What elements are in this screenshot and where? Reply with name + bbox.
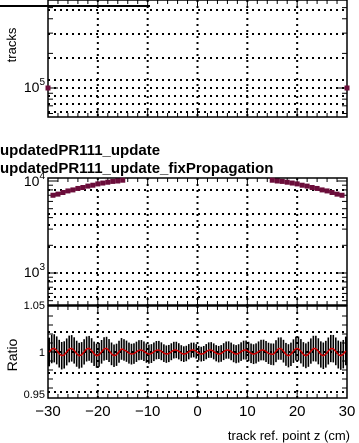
data-point <box>329 189 335 195</box>
data-point <box>95 181 101 187</box>
y-axis-label-ratio: Ratio <box>4 338 20 371</box>
data-point <box>75 185 81 191</box>
top-frame <box>47 0 348 118</box>
data-point <box>314 185 320 191</box>
data-point <box>115 178 121 184</box>
data-point <box>299 182 305 188</box>
data-point <box>85 183 91 189</box>
data-point <box>120 177 126 183</box>
data-point <box>309 184 315 190</box>
legend-line-2: updatedPR111_update_fixPropagation <box>0 160 274 177</box>
top-panel: 105 <box>0 0 350 118</box>
legend-line-1: updatedPR111_update <box>0 142 161 159</box>
data-point <box>90 182 96 188</box>
x-tick-label: 0 <box>193 403 201 420</box>
x-tick-label: 30 <box>339 403 356 420</box>
x-axis-label: track ref. point z (cm) <box>228 428 350 443</box>
y-tick-label: 0.95 <box>24 389 45 401</box>
y-tick-label: 1 <box>39 347 45 359</box>
data-point <box>284 179 290 185</box>
data-point <box>60 189 66 195</box>
data-point <box>304 183 310 189</box>
data-point <box>50 192 56 198</box>
data-point <box>100 180 106 186</box>
data-point <box>70 187 76 193</box>
data-point <box>105 179 111 185</box>
ratio-panel: 1.05 1 0.95 −30 −20 −10 0 10 20 30 <box>24 300 356 420</box>
y-tick-label: 1.05 <box>24 300 45 312</box>
data-point <box>110 178 116 184</box>
data-point <box>274 178 280 184</box>
data-point <box>319 187 325 193</box>
data-point <box>294 181 300 187</box>
data-point <box>80 184 86 190</box>
x-tick-label: −10 <box>135 403 160 420</box>
ratio-line <box>48 347 347 357</box>
data-point <box>324 188 330 194</box>
data-point <box>45 85 51 91</box>
y-tick-label: 105 <box>24 77 46 95</box>
x-tick-label: 20 <box>289 403 306 420</box>
x-tick-label: −30 <box>35 403 60 420</box>
y-tick-label: 103 <box>24 262 46 280</box>
data-point <box>344 85 350 91</box>
data-point <box>334 191 340 197</box>
data-point <box>339 192 345 198</box>
data-point <box>55 191 61 197</box>
data-point <box>289 180 295 186</box>
x-tick-label: −20 <box>85 403 110 420</box>
x-tick-label: 10 <box>239 403 256 420</box>
data-point <box>269 177 275 183</box>
y-axis-label-top: tracks <box>4 27 19 62</box>
data-point <box>65 188 71 194</box>
data-point <box>279 178 285 184</box>
